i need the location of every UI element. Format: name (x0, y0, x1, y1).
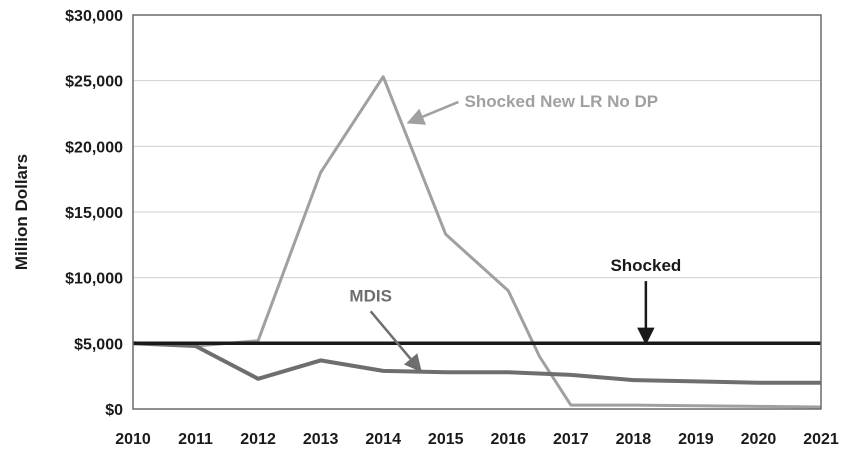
x-tick-label: 2019 (678, 431, 714, 448)
y-tick-label: $15,000 (65, 205, 123, 222)
annotation-label: MDIS (349, 286, 392, 305)
y-axis-ticks: $0 $5,000 $10,000 $15,000 $20,000 $25,000 $30,… (65, 8, 123, 419)
y-tick-label: $30,000 (65, 8, 123, 25)
y-tick-label: $25,000 (65, 74, 123, 91)
x-tick-label: 2018 (616, 431, 652, 448)
series-lines (132, 75, 822, 409)
y-tick-label: $10,000 (65, 271, 123, 288)
x-tick-label: 2013 (303, 431, 339, 448)
y-axis-label: Million Dollars (12, 154, 31, 270)
annotation-arrow (406, 100, 459, 125)
x-tick-label: 2017 (553, 431, 589, 448)
x-tick-label: 2016 (490, 431, 526, 448)
x-tick-label: 2012 (240, 431, 276, 448)
gridlines (133, 14, 821, 344)
x-axis-ticks: 2010 2011 2012 2013 2014 2015 2016 2017 2018 2019… (115, 431, 839, 448)
x-tick-label: 2021 (803, 431, 839, 448)
annotation-label: Shocked (610, 256, 681, 275)
annotations: Shocked New LR No DP MDIS Shocked (349, 92, 681, 373)
x-tick-label: 2020 (741, 431, 777, 448)
annotation-label: Shocked New LR No DP (464, 92, 658, 111)
annotation-arrow (369, 310, 422, 373)
x-tick-label: 2014 (365, 431, 401, 448)
series-line-shocked-new-lr-no-dp (132, 75, 822, 409)
y-tick-label: $20,000 (65, 139, 123, 156)
y-tick-label: $5,000 (74, 336, 123, 353)
x-tick-label: 2010 (115, 431, 151, 448)
y-tick-label: $0 (105, 402, 123, 419)
x-tick-label: 2015 (428, 431, 464, 448)
series-line-mdis (132, 341, 821, 385)
plot-area-border (132, 14, 822, 410)
x-tick-label: 2011 (178, 431, 213, 448)
